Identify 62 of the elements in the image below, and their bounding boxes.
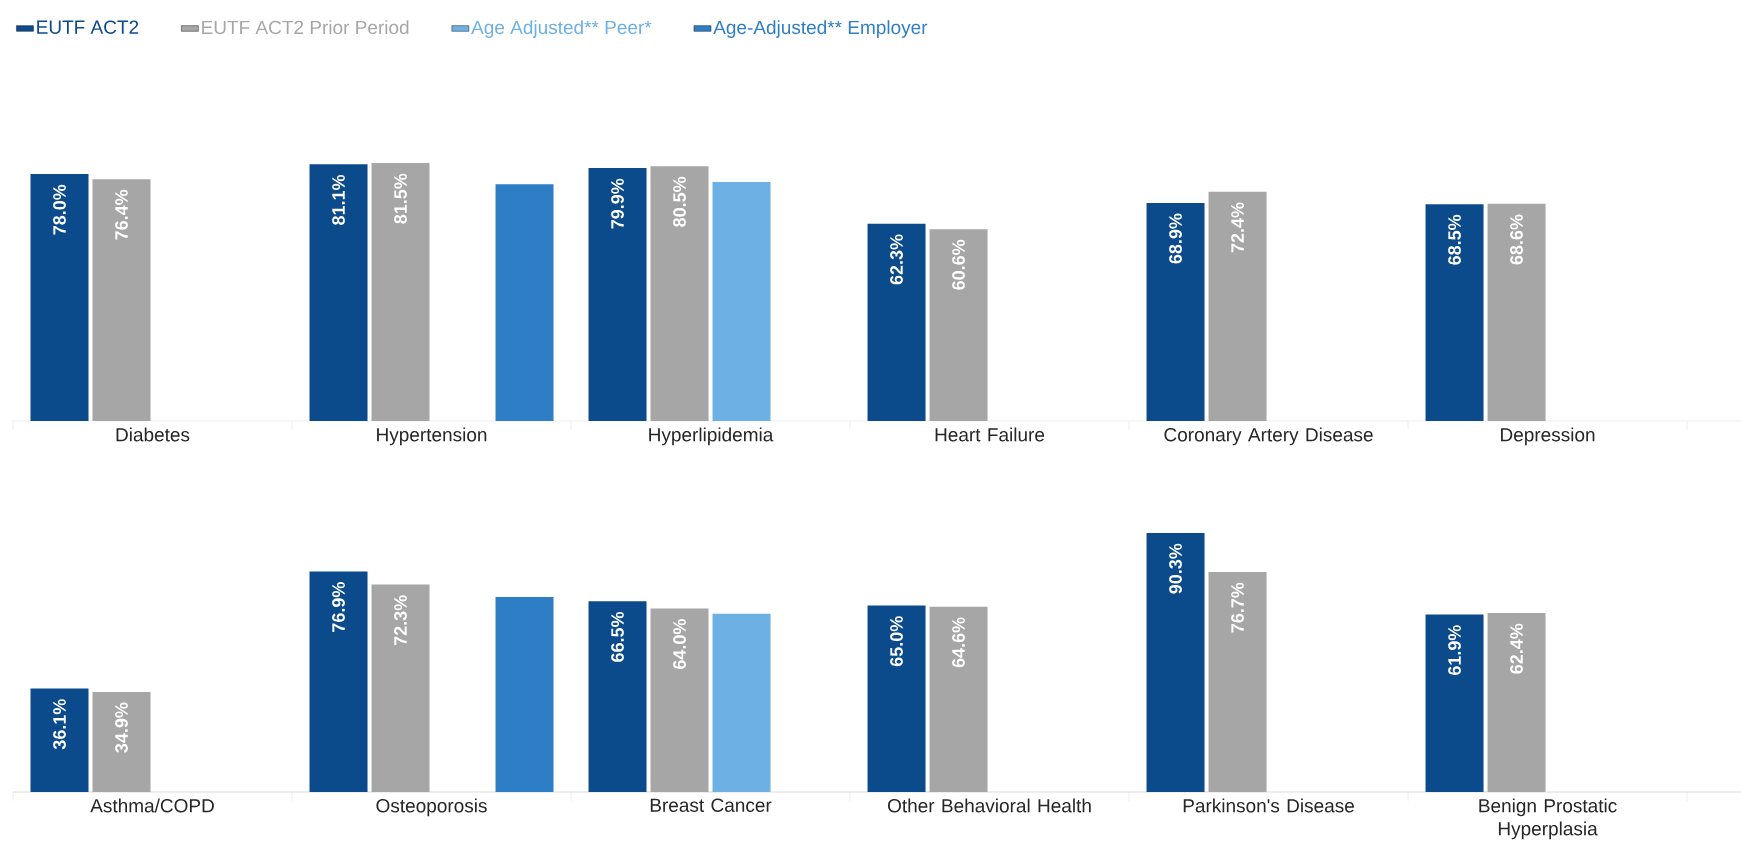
data-label: 64.6% [952,617,965,668]
x-tick-label: Osteoporosis [376,798,487,817]
data-label: 78.0% [53,184,66,235]
data-label: 76.9% [332,582,345,632]
data-label: 81.1% [332,174,345,225]
bar [1208,191,1267,421]
data-label: 76.7% [1231,582,1244,633]
bar [1146,532,1205,792]
x-tick-label: Coronary Artery Disease [1164,427,1373,446]
data-label: 68.9% [1169,213,1182,264]
legend-label: EUTF ACT2 Prior Period [202,20,409,35]
x-tick-label: Hyperlipidemia [649,427,774,446]
x-tick-label: Breast Cancer [650,798,772,812]
bar [30,174,89,421]
bar [30,688,89,792]
data-label: 68.6% [1510,214,1523,265]
data-label: 64.0% [673,619,686,669]
bar [712,613,771,792]
data-label: 60.6% [952,239,965,290]
data-label: 81.5% [394,173,407,224]
data-label: 34.9% [115,702,128,753]
bar [867,223,926,421]
data-label: 36.1% [53,699,66,750]
x-tick-label: Parkinson's Disease [1183,798,1354,813]
bar [1425,204,1484,421]
bar [929,229,988,421]
data-label: 90.3% [1169,543,1182,594]
x-tick-label: Asthma/COPD [90,798,214,813]
bar [309,164,368,421]
legend-label: EUTF ACT2 [37,20,139,34]
bar [92,179,151,421]
x-tick-label: Depression [1501,427,1595,446]
data-label: 68.5% [1448,214,1461,265]
x-tick-label: Other Behavioral Health [887,798,1091,813]
bar [1487,203,1546,421]
bar [309,571,368,792]
legend-label: Age Adjusted** Peer* [471,20,652,38]
bar [588,168,647,421]
bar [1425,614,1484,792]
data-label: 62.3% [890,234,903,285]
bar [495,596,554,792]
bar [495,184,554,421]
data-label: 61.9% [1448,625,1461,676]
x-tick-label: Benign Prostatic Hyperplasia [1479,798,1617,840]
data-label: 79.9% [611,178,624,229]
bar [712,181,771,421]
x-tick-label: Diabetes [116,427,190,442]
bar [1146,202,1205,421]
bar [371,162,430,421]
bar [588,601,647,792]
data-label: 65.0% [890,616,903,667]
x-tick-label: Heart Failure [935,427,1045,442]
data-label: 80.5% [673,176,686,227]
data-label: 72.4% [1231,202,1244,253]
data-label: 66.5% [611,611,624,662]
data-label: 62.4% [1510,623,1523,674]
bar [867,605,926,792]
legend-label: Age-Adjusted** Employer [713,20,928,38]
data-label: 76.4% [115,189,128,240]
x-tick-label: Hypertension [377,427,487,446]
data-label: 72.3% [394,595,407,646]
bar [650,166,709,421]
